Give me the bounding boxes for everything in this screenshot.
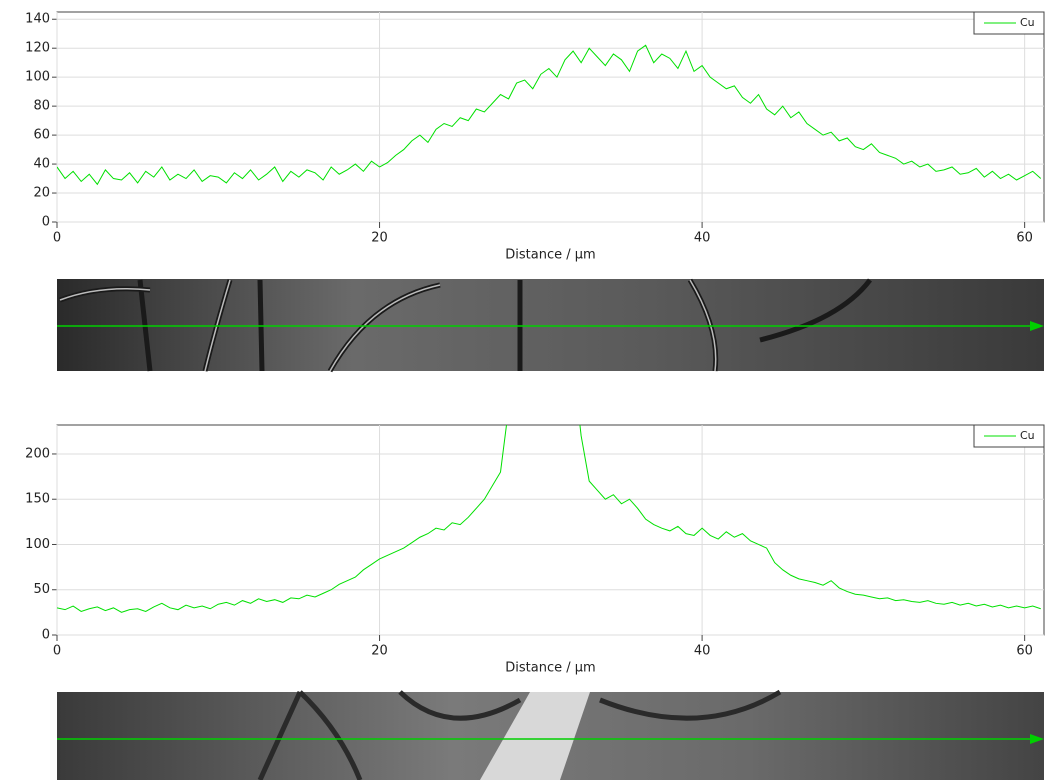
x-tick-label: 40: [694, 231, 711, 246]
legend-label: Cu: [1020, 16, 1035, 29]
data-line: [57, 425, 1041, 613]
x-tick-label: 40: [694, 644, 711, 659]
y-tick-label: 120: [25, 41, 50, 56]
y-tick-label: 140: [25, 12, 50, 27]
x-tick-label: 60: [1016, 644, 1033, 659]
y-tick-label: 200: [25, 446, 50, 461]
x-axis-label: Distance / µm: [505, 248, 595, 263]
micrograph-2: [57, 689, 1044, 782]
x-tick-label: 20: [371, 231, 388, 246]
y-tick-label: 100: [25, 70, 50, 85]
micrograph-1: [57, 278, 1044, 373]
y-tick-label: 20: [33, 186, 50, 201]
x-axis-label: Distance / µm: [505, 661, 595, 676]
line-chart: 0 50 100 150 200 0 20 40 60 Distance / µm Cu: [25, 424, 1045, 676]
y-tick-label: 80: [33, 99, 50, 114]
data-line: [57, 44, 1042, 186]
x-tick-label: 60: [1016, 231, 1033, 246]
y-tick-label: 60: [33, 128, 50, 143]
x-tick-label: 0: [53, 644, 61, 659]
y-tick-label: 40: [33, 157, 50, 172]
plot-area: [56, 424, 1045, 636]
x-tick-label: 0: [53, 231, 61, 246]
y-tick-label: 0: [42, 628, 50, 643]
plot-area: [56, 11, 1045, 223]
y-tick-label: 150: [25, 492, 50, 507]
x-tick-label: 20: [371, 644, 388, 659]
line-chart: 0 20 40 60 80 100 120 140 0 20 40 60 Distance / µm Cu: [25, 11, 1045, 263]
legend-label: Cu: [1020, 429, 1035, 442]
y-tick-label: 0: [42, 215, 50, 230]
y-tick-label: 50: [33, 582, 50, 597]
y-tick-label: 100: [25, 537, 50, 552]
